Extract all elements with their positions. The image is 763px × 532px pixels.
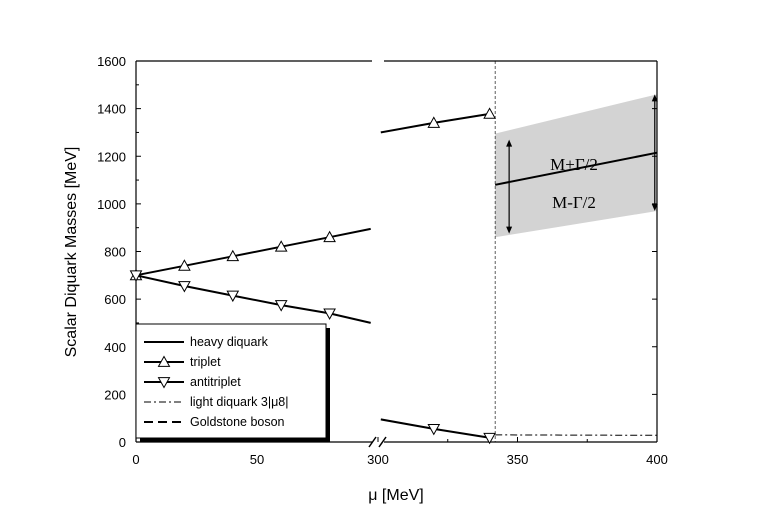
axis-break-mark-2 bbox=[378, 436, 387, 448]
legend-label: antitriplet bbox=[190, 375, 241, 389]
legend-item: heavy diquark bbox=[144, 335, 269, 349]
series-marker bbox=[427, 116, 441, 128]
series-marker bbox=[129, 270, 143, 282]
series-marker bbox=[427, 424, 441, 436]
series-line bbox=[135, 274, 371, 324]
width-band bbox=[495, 94, 657, 238]
band-upper-label: M+Γ/2 bbox=[550, 155, 598, 174]
y-tick-label: 1000 bbox=[97, 197, 126, 212]
legend-label: triplet bbox=[190, 355, 221, 369]
series-layer bbox=[129, 107, 658, 445]
legend-label: heavy diquark bbox=[190, 335, 269, 349]
series-marker bbox=[274, 240, 288, 252]
legend-marker bbox=[157, 355, 171, 367]
legend-item: light diquark 3|μ8| bbox=[144, 395, 288, 409]
x-tick-label: 400 bbox=[646, 452, 668, 467]
series-marker bbox=[323, 308, 336, 320]
axis-break-mark-1 bbox=[368, 436, 377, 448]
series-marker bbox=[483, 432, 496, 445]
band-arrow-left-head-down bbox=[506, 226, 513, 234]
series-marker bbox=[483, 107, 496, 119]
series-marker bbox=[178, 259, 191, 271]
series-1 bbox=[129, 107, 496, 281]
x-tick-label: 0 bbox=[132, 452, 139, 467]
y-axis-title: Scalar Diquark Masses [MeV] bbox=[63, 147, 80, 358]
y-tick-label: 400 bbox=[104, 340, 126, 355]
band-arrow-left-head-up bbox=[506, 139, 513, 147]
series-marker bbox=[226, 290, 240, 303]
x-tick-label: 350 bbox=[507, 452, 529, 467]
band-lower-label: M-Γ/2 bbox=[552, 193, 596, 212]
series-marker bbox=[226, 249, 240, 262]
legend-item: antitriplet bbox=[144, 375, 241, 389]
y-tick-label: 0 bbox=[119, 435, 126, 450]
legend-item: Goldstone boson bbox=[144, 415, 285, 429]
x-tick-label: 300 bbox=[367, 452, 389, 467]
y-tick-label: 200 bbox=[104, 387, 126, 402]
y-tick-label: 1400 bbox=[97, 102, 126, 117]
legend-label: light diquark 3|μ8| bbox=[190, 395, 288, 409]
series-marker bbox=[178, 281, 191, 293]
series-2 bbox=[129, 270, 496, 445]
legend-marker bbox=[157, 377, 171, 389]
legend-layer: heavy diquark triplet antitriplet light diq… bbox=[135, 323, 330, 442]
legend-label: Goldstone boson bbox=[190, 415, 285, 429]
series-line bbox=[135, 227, 371, 277]
y-tick-label: 600 bbox=[104, 292, 126, 307]
band-arrow-right-head-down bbox=[651, 204, 658, 212]
band-arrow-right-head-up bbox=[651, 94, 658, 102]
y-tick-label: 1600 bbox=[97, 54, 126, 69]
y-tick-label: 800 bbox=[104, 245, 126, 260]
series-marker bbox=[274, 300, 288, 312]
x-tick-label: 50 bbox=[250, 452, 264, 467]
x-axis-title: μ [MeV] bbox=[368, 487, 423, 504]
legend-item: triplet bbox=[144, 355, 221, 369]
y-tick-label: 1200 bbox=[97, 149, 126, 164]
series-marker bbox=[323, 230, 336, 243]
series-0 bbox=[495, 151, 658, 186]
series-line bbox=[495, 151, 658, 186]
